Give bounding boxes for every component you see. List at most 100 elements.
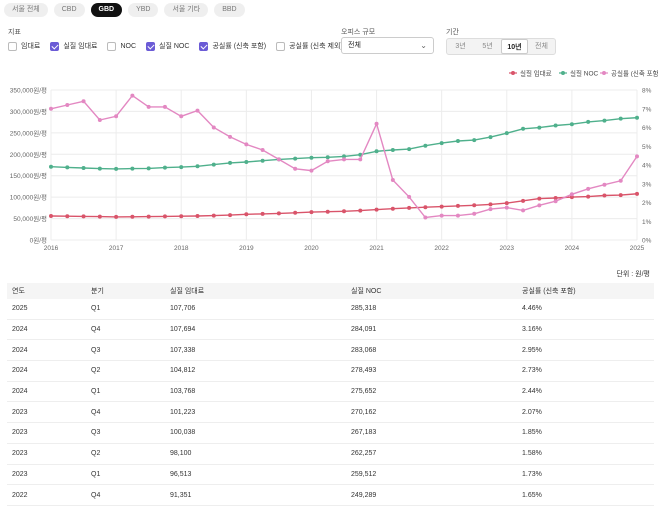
line-chart: 0원/평 50,000원/평 100,000원/평 150,000원/평 200,000…	[10, 69, 658, 253]
tab-ybd[interactable]: YBD	[128, 3, 159, 17]
data-point-rent	[211, 213, 216, 218]
data-point-noc	[293, 156, 298, 161]
data-point-noc	[586, 119, 591, 124]
office-scale-label: 오피스 규모	[341, 29, 376, 36]
checkbox-real-rent-label: 실질 임대료	[63, 43, 98, 50]
col-quarter: 분기	[86, 283, 165, 299]
checkbox-vacancy-excl-box[interactable]	[276, 41, 286, 51]
data-point-vacancy	[97, 118, 102, 122]
table-cell: Q2	[86, 360, 165, 382]
data-point-vacancy	[439, 213, 444, 218]
data-point-rent	[65, 214, 70, 219]
tab-cbd[interactable]: CBD	[53, 3, 85, 17]
period-all[interactable]: 전체	[535, 43, 548, 50]
data-point-noc	[81, 166, 86, 170]
x-tick-label: 2017	[109, 245, 124, 252]
table-cell: 285,318	[346, 299, 517, 320]
table-cell: Q1	[86, 381, 165, 403]
data-point-vacancy	[211, 125, 216, 130]
table-header-row: 연도 분기 실질 임대료 실질 NOC 공실률 (신축 포함)	[7, 283, 654, 299]
y-left-tick-label: 50,000원/평	[13, 214, 47, 223]
table-cell: 2.44%	[517, 381, 654, 403]
table-cell: 283,068	[346, 339, 517, 362]
x-tick-label: 2022	[434, 245, 449, 252]
data-point-noc	[146, 166, 151, 171]
legend-marker	[602, 71, 606, 75]
col-real-noc: 실질 NOC	[346, 283, 517, 299]
period-10y[interactable]: 10년	[501, 39, 528, 54]
table-cell: Q4	[86, 484, 165, 506]
data-point-vacancy	[342, 157, 346, 162]
data-point-rent	[374, 207, 379, 212]
y-left-tick-label: 150,000원/평	[10, 171, 47, 180]
data-point-vacancy	[521, 208, 526, 213]
table-cell: Q1	[86, 464, 165, 486]
data-point-rent	[342, 209, 346, 214]
table-row: 2024 Q4 107,694 284,091 3.16%	[7, 319, 654, 341]
data-point-noc	[179, 165, 184, 170]
checkbox-rent-box[interactable]	[8, 41, 17, 51]
data-point-vacancy	[472, 211, 477, 216]
period-5y[interactable]: 5년	[482, 43, 493, 50]
table-cell: 107,338	[165, 339, 346, 362]
table-row: 2024 Q3 107,338 283,068 2.95%	[7, 339, 654, 362]
y-right-tick-label: 4%	[642, 163, 652, 170]
tab-seoul-other[interactable]: 서울 기타	[164, 3, 209, 17]
table-cell: 2.07%	[517, 401, 654, 424]
y-left-tick-label: 200,000원/평	[10, 150, 47, 159]
data-point-noc	[97, 166, 102, 171]
data-point-noc	[325, 155, 330, 160]
data-point-noc	[309, 155, 314, 160]
y-right-tick-label: 6%	[642, 125, 652, 132]
table-row: 2023 Q2 98,100 262,257 1.58%	[7, 443, 654, 465]
checkbox-real-rent[interactable]: 실질 임대료	[50, 41, 97, 51]
data-point-rent	[276, 211, 281, 216]
legend-marker	[561, 71, 565, 75]
table-row: 2023 Q3 100,038 267,183 1.85%	[7, 422, 654, 444]
table-cell: 278,493	[346, 360, 517, 382]
data-point-rent	[244, 212, 249, 217]
data-point-rent	[390, 206, 395, 211]
data-point-vacancy	[488, 207, 493, 212]
checkbox-noc-box[interactable]	[107, 41, 117, 51]
col-year: 연도	[7, 283, 86, 299]
checkbox-vacancy-incl[interactable]: 공실률 (신축 포함)	[199, 41, 266, 51]
checkbox-vacancy-incl-box[interactable]	[199, 41, 209, 51]
data-point-vacancy	[179, 114, 184, 119]
data-point-noc	[407, 147, 412, 152]
data-point-vacancy	[276, 157, 281, 162]
x-tick-label: 2024	[565, 245, 580, 252]
period-3y[interactable]: 3년	[455, 43, 466, 50]
checkbox-real-noc-box[interactable]	[146, 41, 156, 51]
region-tabs: 서울 전체 CBD GBD YBD 서울 기타 BBD	[4, 3, 245, 17]
checkbox-noc[interactable]: NOC	[107, 41, 136, 51]
office-scale-value: 전체	[348, 42, 361, 49]
data-point-vacancy	[455, 213, 460, 218]
checkbox-vacancy-incl-label: 공실률 (신축 포함)	[212, 43, 267, 50]
y-right-tick-label: 8%	[642, 88, 652, 95]
checkbox-vacancy-excl[interactable]: 공실률 (신축 제외)	[276, 41, 343, 51]
data-point-rent	[537, 196, 542, 201]
checkbox-rent[interactable]: 임대료	[8, 41, 40, 51]
data-point-vacancy	[602, 182, 607, 187]
data-point-noc	[472, 138, 477, 143]
table-cell: 2.95%	[517, 339, 654, 362]
tab-gbd[interactable]: GBD	[90, 3, 123, 17]
table-cell: 100,038	[165, 422, 346, 444]
table-row: 2024 Q2 104,812 278,493 2.73%	[7, 360, 654, 382]
data-point-noc	[488, 135, 493, 140]
table-cell: Q1	[86, 299, 165, 320]
checkbox-real-rent-box[interactable]	[50, 41, 60, 51]
tab-seoul-all[interactable]: 서울 전체	[4, 3, 48, 17]
tab-bbd[interactable]: BBD	[214, 3, 245, 17]
data-point-rent	[586, 194, 591, 199]
data-point-vacancy	[407, 194, 412, 199]
table-row: 2023 Q1 96,513 259,512 1.73%	[7, 464, 654, 486]
table-cell: 262,257	[346, 443, 517, 465]
data-point-noc	[602, 118, 607, 123]
data-point-noc	[211, 162, 216, 167]
checkbox-real-noc[interactable]: 실질 NOC	[146, 41, 189, 51]
data-point-vacancy	[635, 154, 639, 159]
office-scale-select[interactable]: 전체 ⌄	[341, 37, 434, 54]
table-cell: 284,091	[346, 319, 517, 341]
